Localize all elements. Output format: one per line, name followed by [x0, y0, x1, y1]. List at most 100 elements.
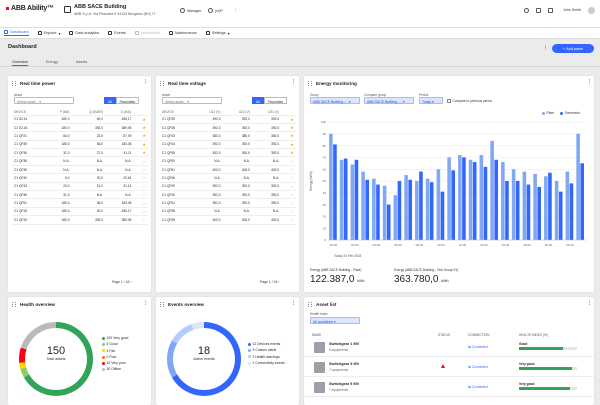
help-icon[interactable] [524, 8, 529, 13]
bar-generator-22:00[interactable] [569, 183, 574, 240]
bar-generator-17:00[interactable] [515, 181, 520, 240]
nav-item-events[interactable]: Events [108, 31, 126, 35]
drag-handle-icon[interactable] [12, 302, 16, 307]
favourite-star-icon[interactable]: ☆ [290, 183, 294, 189]
period-select[interactable]: Today ▾ [419, 97, 443, 104]
table-row[interactable]: C1 QF43 23,0 21,0 31,14 ☆ [12, 182, 148, 192]
favourite-star-icon[interactable]: ☆ [142, 192, 146, 198]
pager[interactable]: Page 1 / 16 › [112, 280, 132, 284]
filter-all[interactable]: All [104, 97, 116, 104]
bar-generator-01:00[interactable] [343, 158, 348, 240]
card-more-icon[interactable]: ⋮ [143, 300, 148, 306]
drag-handle-icon[interactable] [160, 81, 164, 86]
card-more-icon[interactable]: ⋮ [291, 300, 296, 306]
favourite-star-icon[interactable]: ☆ [142, 167, 146, 173]
favourite-star-icon[interactable]: ★ [142, 150, 146, 156]
card-more-icon[interactable]: ⋮ [587, 79, 592, 85]
bar-plant-03:00[interactable] [361, 171, 365, 240]
favourite-star-icon[interactable]: ☆ [290, 192, 294, 198]
add-panel-button[interactable]: + Add panel [552, 44, 594, 53]
drag-handle-icon[interactable] [12, 81, 16, 86]
bar-generator-04:00[interactable] [376, 184, 380, 240]
drag-handle-icon[interactable] [160, 302, 164, 307]
favourite-star-icon[interactable]: ☆ [142, 158, 146, 164]
unit-selector[interactable]: (m)P [208, 8, 223, 13]
bar-plant-21:00[interactable] [554, 181, 559, 240]
download-icon[interactable] [536, 8, 541, 13]
asset-select[interactable]: Select asset... ▾ [162, 97, 222, 104]
table-row[interactable]: C1 S2.41 180,0 40,0 -185,17 ★ [12, 115, 148, 124]
asset-row[interactable]: Switchgear 1 MV 5 equipments ⇆ Connected Go… [304, 339, 594, 357]
bar-generator-18:00[interactable] [526, 184, 531, 240]
asset-name[interactable]: Switchgear 5 MV [329, 382, 360, 386]
notification-icon[interactable] [548, 8, 553, 13]
favourite-star-icon[interactable]: ☆ [290, 175, 294, 181]
tab-assets[interactable]: Assets [75, 60, 88, 64]
bar-generator-19:00[interactable] [537, 186, 541, 240]
table-row[interactable]: C1 QF51 180,0 36,0 183,45 ☆ [12, 198, 148, 208]
drag-handle-icon[interactable] [308, 81, 312, 86]
table-row[interactable]: C1 QF40 392,0 392,0 392,0 ☆ [160, 190, 296, 200]
asset-select[interactable]: Select asset... ▾ [14, 97, 74, 104]
donut-segment[interactable] [171, 324, 194, 344]
bar-plant-17:00[interactable] [511, 169, 516, 240]
legend-item[interactable]: Generator [560, 111, 580, 115]
filter-favourites[interactable]: Favourites [115, 97, 140, 104]
pager[interactable]: Page 1 / 16 › [260, 280, 280, 284]
table-row[interactable]: C1 QF51 400,0 400,0 400,0 ☆ [160, 165, 296, 175]
favourite-star-icon[interactable]: ★ [290, 125, 294, 131]
asset-name[interactable]: Switchgear 3 MV [329, 362, 360, 366]
compare-checkbox[interactable]: Compare to previous period [447, 99, 492, 103]
bar-plant-06:00[interactable] [393, 195, 398, 240]
bar-generator-14:00[interactable] [483, 166, 488, 240]
donut-segment[interactable] [19, 362, 27, 369]
table-row[interactable]: C1 QF40 5,0 20,0 20,61 ☆ [12, 173, 148, 183]
asset-row[interactable]: Switchgear 5 MV 7 equipments ⇆ Connected Ve… [304, 379, 594, 397]
page-more-icon[interactable]: ⋮ [543, 45, 548, 51]
table-row[interactable]: C1 QF46 N.A. N.A. N.A. ☆ [160, 173, 296, 183]
favourite-star-icon[interactable]: ☆ [142, 200, 146, 206]
bar-plant-08:00[interactable] [415, 181, 419, 240]
donut-segment[interactable] [167, 340, 178, 378]
donut-segment[interactable] [19, 347, 27, 363]
favourite-star-icon[interactable]: ☆ [142, 208, 146, 214]
bar-plant-23:00[interactable] [576, 133, 580, 240]
favourite-star-icon[interactable]: ★ [290, 150, 294, 156]
bar-generator-02:00[interactable] [354, 159, 359, 240]
bar-plant-07:00[interactable] [404, 175, 408, 240]
table-row[interactable]: C1 QF50 N.A. N.A. N.A. ☆ [160, 156, 296, 166]
bar-plant-19:00[interactable] [533, 173, 537, 240]
table-row[interactable]: C1 QF35 180,0 36,0 183,45 ★ [12, 140, 148, 150]
card-more-icon[interactable]: ⋮ [291, 79, 296, 85]
table-row[interactable]: C1 QF36 31,0 27,0 41,11 ★ [12, 148, 148, 158]
table-row[interactable]: C1 QF43 380,0 380,0 380,0 ★ [160, 131, 296, 141]
health-index-select[interactable]: All conditions ▾ [310, 317, 360, 324]
filter-toggle[interactable]: All Favourites [104, 97, 140, 104]
favourite-star-icon[interactable]: ★ [142, 141, 146, 147]
avatar[interactable] [588, 7, 595, 14]
tab-overview[interactable]: Overview [12, 60, 28, 66]
card-more-icon[interactable]: ⋮ [143, 79, 148, 85]
bar-generator-23:00[interactable] [580, 163, 584, 240]
bar-plant-09:00[interactable] [425, 178, 430, 240]
bar-generator-15:00[interactable] [494, 159, 498, 240]
table-row[interactable]: C1 QF38 N.A. N.A. N.A. ☆ [160, 207, 296, 217]
bar-generator-16:00[interactable] [505, 181, 509, 240]
bar-plant-05:00[interactable] [382, 185, 387, 240]
bar-generator-20:00[interactable] [548, 172, 552, 240]
nav-item-settings[interactable]: Settings ▾ [205, 31, 229, 36]
favourite-star-icon[interactable]: ☆ [290, 167, 294, 173]
table-row[interactable]: C1 QF35 392,0 392,0 392,0 ★ [160, 115, 296, 124]
bar-plant-20:00[interactable] [544, 176, 548, 240]
bar-generator-13:00[interactable] [472, 162, 477, 240]
building-name[interactable]: ABB SACE Building [74, 4, 127, 10]
table-row[interactable]: C1 QF46 31,0 N.A. N.A. ☆ [12, 190, 148, 200]
bar-generator-09:00[interactable] [429, 182, 434, 240]
compare-group-select[interactable]: ABB SACE Building -... ▾ [364, 97, 414, 104]
filter-all[interactable]: All [252, 97, 264, 104]
manager-selector[interactable]: Manager [180, 8, 201, 13]
bar-generator-05:00[interactable] [386, 204, 391, 240]
nav-item-explore[interactable]: Explore ▾ [37, 31, 60, 36]
bar-generator-21:00[interactable] [558, 191, 563, 240]
favourite-star-icon[interactable]: ☆ [290, 200, 294, 206]
